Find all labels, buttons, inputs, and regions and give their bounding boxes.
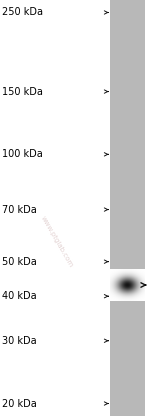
Text: 40 kDa: 40 kDa: [2, 291, 36, 301]
Bar: [110, 0, 145, 416]
Text: 30 kDa: 30 kDa: [2, 336, 36, 346]
Text: 70 kDa: 70 kDa: [2, 205, 36, 215]
Text: 250 kDa: 250 kDa: [2, 7, 42, 17]
Text: 100 kDa: 100 kDa: [2, 149, 42, 159]
Text: 20 kDa: 20 kDa: [2, 399, 36, 409]
Text: 150 kDa: 150 kDa: [2, 87, 42, 97]
Text: 50 kDa: 50 kDa: [2, 257, 36, 267]
Text: www.ptglab.com: www.ptglab.com: [40, 215, 74, 268]
